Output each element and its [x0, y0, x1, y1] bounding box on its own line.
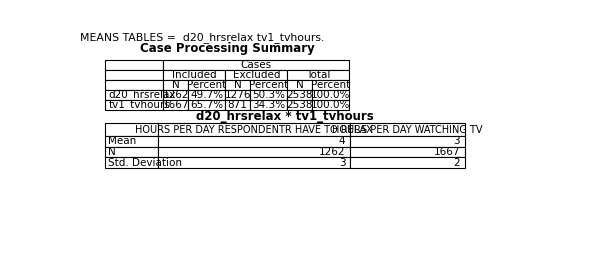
Bar: [350, 136, 465, 147]
Bar: [225, 69, 287, 80]
Bar: [158, 157, 350, 168]
Bar: [163, 100, 188, 109]
Text: tv1_tvhours: tv1_tvhours: [109, 99, 170, 110]
Text: 50.3%: 50.3%: [252, 90, 285, 100]
Bar: [225, 90, 250, 100]
Text: 1262: 1262: [319, 147, 345, 157]
Bar: [188, 100, 225, 109]
Bar: [250, 80, 287, 90]
Text: N: N: [109, 147, 116, 157]
Text: 4: 4: [339, 136, 345, 146]
Text: 100.0%: 100.0%: [311, 90, 350, 100]
Bar: [158, 136, 350, 147]
Bar: [158, 123, 350, 136]
Bar: [163, 69, 225, 80]
Text: N: N: [234, 80, 241, 90]
Text: 2538: 2538: [286, 90, 313, 100]
Text: 3: 3: [339, 158, 345, 168]
Text: 1667: 1667: [162, 100, 189, 109]
Bar: [163, 80, 188, 90]
Text: 3: 3: [454, 136, 460, 146]
Bar: [312, 90, 349, 100]
Text: MEANS TABLES =  d20_hrsrelax tv1_tvhours.: MEANS TABLES = d20_hrsrelax tv1_tvhours.: [80, 33, 325, 43]
Text: d20_hrsrelax * tv1_tvhours: d20_hrsrelax * tv1_tvhours: [196, 110, 374, 123]
Bar: [287, 80, 312, 90]
Bar: [350, 123, 465, 136]
Bar: [105, 60, 163, 69]
Text: Mean: Mean: [109, 136, 136, 146]
Bar: [158, 147, 350, 157]
Text: Case Processing Summary: Case Processing Summary: [140, 42, 314, 55]
Bar: [105, 157, 158, 168]
Bar: [188, 90, 225, 100]
Bar: [312, 100, 349, 109]
Bar: [105, 136, 158, 147]
Text: 871: 871: [228, 100, 248, 109]
Text: Percent: Percent: [311, 80, 350, 90]
Bar: [105, 69, 163, 80]
Bar: [105, 90, 163, 100]
Bar: [312, 80, 349, 90]
Bar: [105, 147, 158, 157]
Bar: [105, 123, 158, 136]
Bar: [225, 80, 250, 90]
Text: 49.7%: 49.7%: [190, 90, 223, 100]
Text: Included: Included: [172, 69, 216, 80]
Text: 2: 2: [454, 158, 460, 168]
Text: Excluded: Excluded: [232, 69, 280, 80]
Bar: [163, 60, 349, 69]
Text: Std. Deviation: Std. Deviation: [109, 158, 182, 168]
Bar: [287, 90, 312, 100]
Text: HOURS PER DAY WATCHING TV: HOURS PER DAY WATCHING TV: [332, 125, 483, 135]
Bar: [105, 80, 163, 90]
Text: 1667: 1667: [433, 147, 460, 157]
Text: Percent: Percent: [249, 80, 288, 90]
Bar: [350, 147, 465, 157]
Bar: [250, 90, 287, 100]
Bar: [250, 100, 287, 109]
Bar: [287, 69, 349, 80]
Text: 1276: 1276: [224, 90, 251, 100]
Bar: [225, 100, 250, 109]
Text: Cases: Cases: [241, 60, 272, 69]
Text: 100.0%: 100.0%: [311, 100, 350, 109]
Text: 34.3%: 34.3%: [252, 100, 285, 109]
Text: Percent: Percent: [187, 80, 227, 90]
Text: 65.7%: 65.7%: [190, 100, 223, 109]
Text: N: N: [172, 80, 180, 90]
Bar: [105, 100, 163, 109]
Bar: [163, 90, 188, 100]
Text: N: N: [296, 80, 304, 90]
Text: 2538: 2538: [286, 100, 313, 109]
Text: d20_hrsrelax: d20_hrsrelax: [109, 89, 176, 100]
Text: 1262: 1262: [162, 90, 189, 100]
Bar: [287, 100, 312, 109]
Text: Total: Total: [306, 69, 330, 80]
Text: HOURS PER DAY RESPONDENTR HAVE TO RELAX: HOURS PER DAY RESPONDENTR HAVE TO RELAX: [135, 125, 373, 135]
Bar: [350, 157, 465, 168]
Bar: [188, 80, 225, 90]
